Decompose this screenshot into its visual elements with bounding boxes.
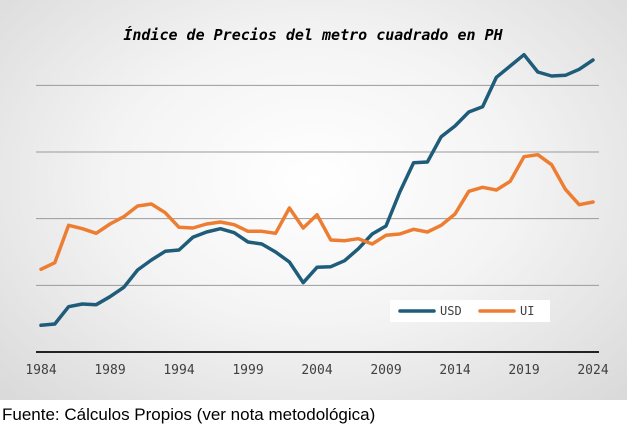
x-tick-label: 2024	[577, 363, 608, 378]
x-axis-ticks: 1984 1989 1994 1999 2004 2009 2014 2019 2024	[25, 363, 608, 378]
x-tick-label: 2004	[301, 363, 332, 378]
legend: USD UI	[390, 300, 550, 322]
x-tick-label: 2014	[439, 363, 470, 378]
series-line-usd	[39, 52, 595, 328]
x-tick-label: 1999	[232, 363, 263, 378]
legend-label-usd: USD	[440, 304, 462, 318]
source-note: Fuente: Cálculos Propios (ver nota metod…	[2, 405, 376, 424]
legend-label-ui: UI	[520, 304, 534, 318]
x-tick-label: 2009	[370, 363, 401, 378]
x-tick-label: 2019	[508, 363, 539, 378]
chart-area	[0, 0, 627, 400]
line-chart: Índice de Precios del metro cuadrado en …	[25, 25, 608, 378]
legend-box	[390, 300, 550, 322]
series-lines	[39, 52, 595, 328]
gridlines	[36, 84, 599, 286]
series-line-ui	[39, 152, 595, 272]
x-tick-label: 1994	[163, 363, 194, 378]
x-tick-label: 1984	[25, 363, 56, 378]
chart-title: Índice de Precios del metro cuadrado en …	[123, 25, 503, 44]
x-tick-label: 1989	[94, 363, 125, 378]
